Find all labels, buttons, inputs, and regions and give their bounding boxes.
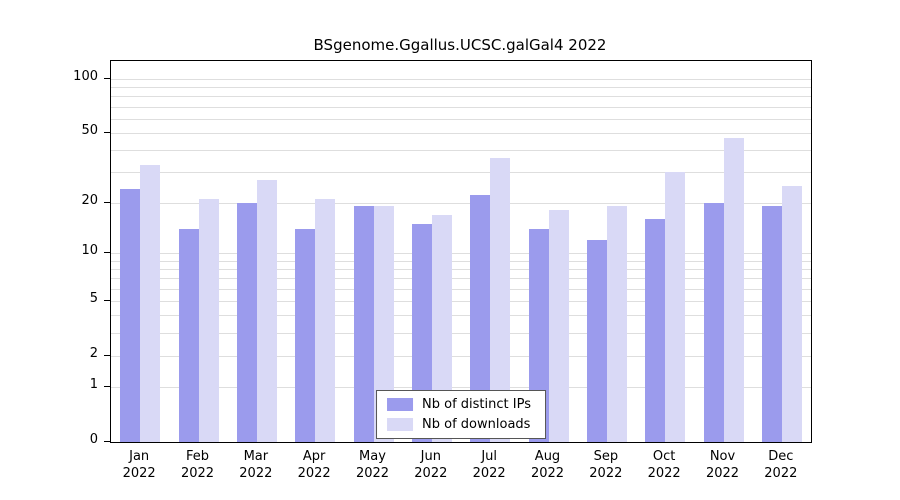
y-tick-label: 0 (89, 432, 98, 447)
x-tick-label: Jul 2022 (472, 449, 506, 481)
bar-distinct-ips (120, 188, 141, 442)
x-tick-label: Jan 2022 (122, 449, 156, 481)
x-tick-label: Nov 2022 (705, 449, 740, 481)
gridline (111, 79, 811, 80)
bar-distinct-ips (586, 240, 607, 442)
y-tick-mark (104, 441, 110, 442)
legend-label-distinct-ips: Nb of distinct IPs (422, 397, 531, 412)
y-tick-label: 5 (89, 291, 98, 307)
gridline (111, 278, 811, 280)
bar-distinct-ips (761, 206, 782, 442)
bar-distinct-ips (236, 202, 257, 442)
gridline (111, 132, 811, 134)
bar-downloads (606, 206, 627, 442)
bar-downloads (781, 185, 802, 442)
x-tick-label: Apr 2022 (297, 449, 331, 481)
x-tick-label: Mar 2022 (239, 449, 273, 481)
gridline (111, 355, 811, 357)
bar-distinct-ips (645, 219, 666, 442)
gridline (111, 260, 811, 262)
y-tick-mark (104, 354, 110, 356)
y-tick-label: 1 (89, 377, 98, 393)
legend-swatch-downloads (387, 418, 414, 431)
legend-entry-distinct-ips: Nb of distinct IPs (387, 397, 531, 412)
bar-distinct-ips (528, 229, 549, 442)
gridline (111, 387, 811, 389)
x-tick-label: Dec 2022 (764, 449, 798, 481)
gridline (111, 87, 811, 89)
y-tick-label: 20 (81, 192, 98, 208)
bar-distinct-ips (470, 195, 491, 442)
gridline (111, 149, 811, 151)
legend: Nb of distinct IPs Nb of downloads (376, 390, 546, 439)
bar-downloads (256, 179, 277, 442)
bar-downloads (723, 137, 744, 442)
legend-swatch-distinct-ips (387, 398, 414, 411)
gridline (111, 269, 811, 271)
plot-area: Nb of distinct IPs Nb of downloads (110, 60, 812, 443)
y-tick-label: 100 (73, 69, 98, 84)
bar-downloads (548, 210, 569, 442)
gridline (111, 106, 811, 108)
bar-distinct-ips (703, 202, 724, 442)
bar-downloads (431, 214, 452, 442)
bar-distinct-ips (353, 206, 374, 442)
y-tick-label: 2 (89, 345, 98, 361)
bar-downloads (665, 171, 686, 442)
x-tick-label: Jun 2022 (414, 449, 448, 481)
y-tick-label: 10 (81, 243, 98, 259)
y-tick-mark (104, 300, 110, 302)
bar-distinct-ips (295, 229, 316, 442)
y-tick-mark (104, 386, 110, 388)
y-tick-label: 50 (81, 122, 98, 138)
y-tick-mark (104, 131, 110, 133)
gridline (111, 332, 811, 334)
legend-label-downloads: Nb of downloads (422, 417, 531, 432)
gridline (111, 118, 811, 120)
bar-downloads (140, 164, 161, 442)
bar-downloads (373, 206, 394, 442)
gridline (111, 253, 811, 255)
gridline (111, 171, 811, 173)
bar-downloads (315, 198, 336, 442)
bar-distinct-ips (178, 229, 199, 442)
gridline (111, 315, 811, 317)
y-tick-mark (104, 78, 110, 79)
gridline (111, 202, 811, 204)
chart-title: BSgenome.Ggallus.UCSC.galGal4 2022 (313, 36, 607, 54)
legend-entry-downloads: Nb of downloads (387, 417, 531, 432)
bar-distinct-ips (411, 223, 432, 442)
y-tick-mark (104, 201, 110, 203)
x-tick-label: Feb 2022 (180, 449, 215, 481)
x-tick-label: May 2022 (355, 449, 390, 481)
gridline (111, 301, 811, 303)
gridline (111, 288, 811, 290)
gridline (111, 96, 811, 98)
bar-downloads (198, 198, 219, 442)
y-tick-mark (104, 252, 110, 254)
bar-downloads (490, 158, 511, 442)
x-tick-label: Aug 2022 (530, 449, 565, 481)
x-tick-label: Oct 2022 (647, 449, 681, 481)
x-tick-label: Sep 2022 (589, 449, 623, 481)
